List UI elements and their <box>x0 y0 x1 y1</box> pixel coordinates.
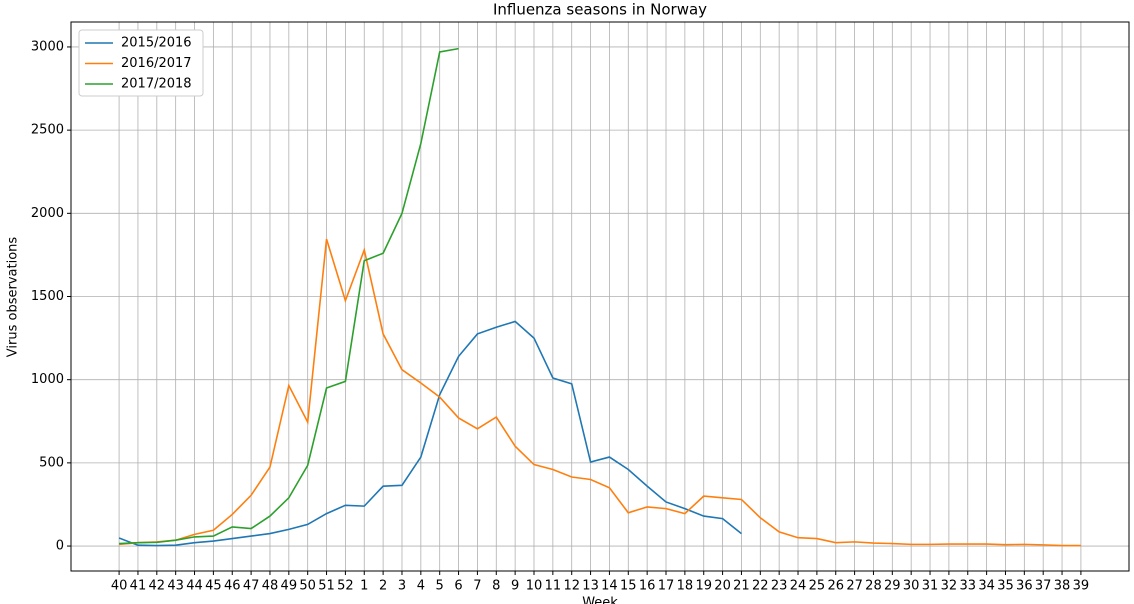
x-tick-label: 6 <box>454 579 462 594</box>
x-tick-label: 22 <box>752 579 769 594</box>
legend-box <box>78 29 204 97</box>
chart-title: Influenza seasons in Norway <box>493 1 707 19</box>
line-series <box>119 47 459 545</box>
x-tick-label: 42 <box>149 579 166 594</box>
x-tick-label: 3 <box>398 579 406 594</box>
x-tick-label: 21 <box>733 579 750 594</box>
x-tick-label: 23 <box>771 579 788 594</box>
x-tick-label: 30 <box>903 579 920 594</box>
x-tick-label: 31 <box>922 579 939 594</box>
x-axis-label: Week <box>582 596 618 604</box>
x-tick-label: 48 <box>262 579 279 594</box>
y-tick-label: 1000 <box>31 372 64 387</box>
x-tick-label: 35 <box>997 579 1014 594</box>
x-tick-label: 49 <box>281 579 298 594</box>
plot-frame <box>70 21 1130 572</box>
x-tick-label: 29 <box>884 579 901 594</box>
x-tick-label: 15 <box>620 579 637 594</box>
legend-label: 2016/2017 <box>121 56 192 71</box>
line-series <box>118 320 742 547</box>
x-tick-label: 45 <box>205 579 222 594</box>
y-tick-label: 2500 <box>31 123 64 138</box>
x-tick-label: 38 <box>1054 579 1071 594</box>
x-tick-label: 7 <box>473 579 481 594</box>
line-series <box>119 238 1081 547</box>
y-tick-label: 3000 <box>31 39 64 54</box>
x-tick-label: 46 <box>224 579 241 594</box>
x-tick-label: 5 <box>436 579 444 594</box>
x-tick-label: 11 <box>545 579 562 594</box>
x-tick-label: 18 <box>677 579 694 594</box>
x-tick-label: 52 <box>337 579 354 594</box>
x-tick-label: 37 <box>1035 579 1052 594</box>
legend-label: 2015/2016 <box>121 36 192 51</box>
x-tick-label: 28 <box>865 579 882 594</box>
y-tick-label: 2000 <box>31 206 64 221</box>
x-tick-label: 13 <box>582 579 599 594</box>
y-tick-label: 500 <box>39 455 64 470</box>
x-tick-label: 2 <box>379 579 387 594</box>
x-tick-label: 8 <box>492 579 500 594</box>
x-tick-label: 41 <box>130 579 147 594</box>
y-tick-label: 0 <box>56 539 64 554</box>
x-tick-label: 40 <box>111 579 128 594</box>
x-tick-label: 1 <box>360 579 368 594</box>
legend-label: 2017/2018 <box>121 77 192 92</box>
x-tick-label: 43 <box>167 579 184 594</box>
x-tick-label: 39 <box>1073 579 1090 594</box>
x-tick-label: 34 <box>978 579 995 594</box>
y-axis-label: Virus observations <box>6 237 21 358</box>
x-tick-label: 10 <box>526 579 543 594</box>
y-tick-label: 1500 <box>31 289 64 304</box>
x-tick-label: 50 <box>299 579 316 594</box>
x-tick-label: 26 <box>827 579 844 594</box>
x-tick-label: 17 <box>658 579 675 594</box>
x-tick-label: 14 <box>601 579 618 594</box>
x-tick-label: 19 <box>695 579 712 594</box>
x-tick-label: 36 <box>1016 579 1033 594</box>
x-tick-label: 24 <box>790 579 807 594</box>
x-tick-label: 51 <box>318 579 335 594</box>
x-tick-label: 32 <box>941 579 958 594</box>
x-tick-label: 44 <box>186 579 203 594</box>
x-tick-label: 4 <box>417 579 425 594</box>
x-tick-label: 27 <box>846 579 863 594</box>
x-tick-label: 16 <box>639 579 656 594</box>
x-tick-label: 20 <box>714 579 731 594</box>
x-tick-label: 25 <box>809 579 826 594</box>
x-tick-label: 9 <box>511 579 519 594</box>
x-tick-label: 33 <box>959 579 976 594</box>
x-tick-label: 12 <box>563 579 580 594</box>
x-tick-label: 47 <box>243 579 260 594</box>
